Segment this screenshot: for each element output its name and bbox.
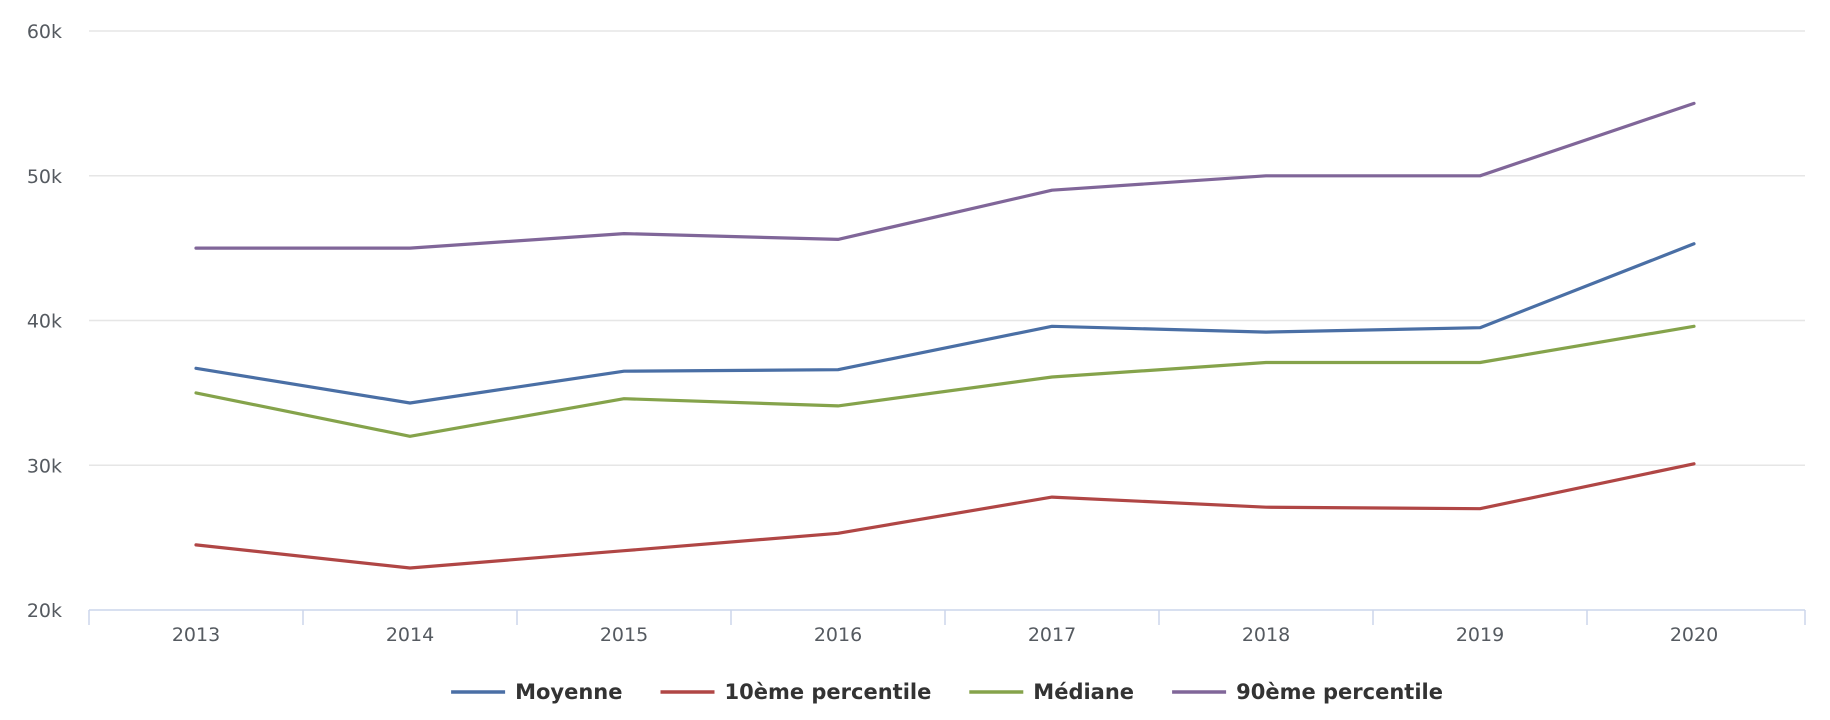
x-tick-label: 2017 (1028, 624, 1076, 646)
y-tick-label: 30k (27, 455, 62, 477)
y-tick-label: 60k (27, 21, 62, 43)
series-lines (194, 101, 1696, 570)
x-tick-label: 2016 (814, 624, 862, 646)
x-axis: 2013 2014 2015 2016 2017 2018 2019 2020 (88, 609, 1806, 646)
series-line-3 (194, 324, 1696, 438)
legend-item-3[interactable]: Médiane (969, 680, 1134, 704)
legend-item-1[interactable]: Moyenne (451, 680, 623, 704)
y-tick-label: 50k (27, 166, 62, 188)
x-tick-label: 2019 (1456, 624, 1504, 646)
legend-item-2[interactable]: 10ème percentile (660, 680, 932, 704)
series-line-4 (194, 101, 1696, 250)
gridlines (89, 30, 1805, 466)
x-tick-label: 2015 (600, 624, 648, 646)
legend-label: 90ème percentile (1236, 680, 1443, 704)
x-tick-label: 2020 (1670, 624, 1718, 646)
legend-label: 10ème percentile (725, 680, 932, 704)
legend-label: Moyenne (515, 680, 622, 704)
legend-item-4[interactable]: 90ème percentile (1172, 680, 1443, 704)
series-line-2 (194, 462, 1696, 570)
x-tick-label: 2013 (172, 624, 220, 646)
legend[interactable]: Moyenne 10ème percentile Médiane 90ème perc… (451, 680, 1443, 704)
x-tick-label: 2014 (386, 624, 434, 646)
y-axis-tick-labels: 20k 30k 40k 50k 60k (27, 21, 62, 622)
x-tick-label: 2018 (1242, 624, 1290, 646)
legend-label: Médiane (1033, 680, 1134, 704)
y-tick-label: 20k (27, 600, 62, 622)
series-line-1 (194, 242, 1696, 405)
y-tick-label: 40k (27, 311, 62, 333)
